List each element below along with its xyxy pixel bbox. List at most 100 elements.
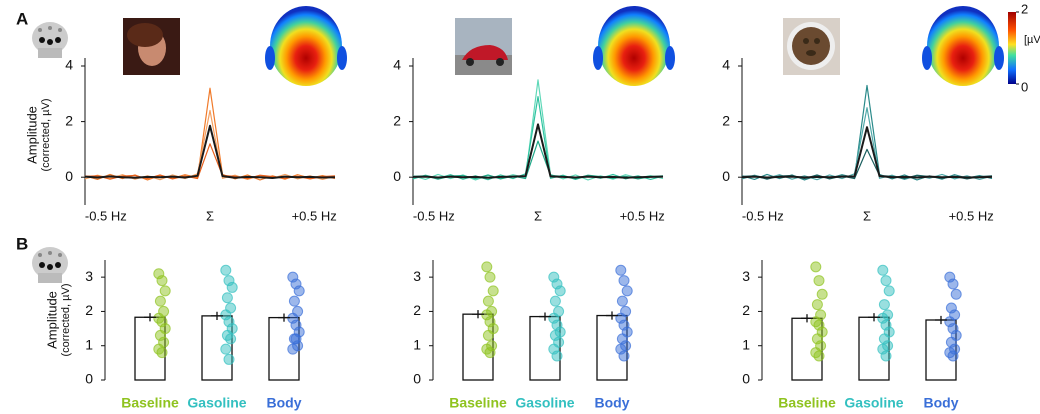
y-axis-label: Amplitude bbox=[24, 106, 39, 164]
figure: [µV] A B 02024Amplitude(corrected, µV)-0… bbox=[0, 0, 1040, 414]
data-point bbox=[951, 289, 961, 299]
x-tick-label: Gasoline bbox=[187, 395, 246, 411]
x-tick-label: +0.5 Hz bbox=[949, 208, 994, 223]
x-tick-label: Body bbox=[267, 395, 302, 411]
data-point bbox=[157, 348, 167, 358]
data-point bbox=[291, 334, 301, 344]
head-icon bbox=[32, 247, 68, 283]
data-point bbox=[881, 276, 891, 286]
data-point bbox=[226, 334, 236, 344]
data-point bbox=[552, 351, 562, 361]
data-point bbox=[814, 351, 824, 361]
y-tick-label: 4 bbox=[65, 57, 73, 73]
y-tick-label: 3 bbox=[742, 268, 750, 284]
data-point bbox=[878, 265, 888, 275]
head-icon bbox=[32, 22, 68, 58]
x-tick-label: -0.5 Hz bbox=[742, 208, 784, 223]
y-tick-label: 4 bbox=[393, 57, 401, 73]
data-point bbox=[294, 286, 304, 296]
line-series bbox=[413, 80, 663, 180]
line-series bbox=[742, 127, 992, 177]
photo-face bbox=[123, 18, 180, 75]
data-point bbox=[224, 354, 234, 364]
scalp-map bbox=[265, 6, 347, 86]
data-point bbox=[482, 262, 492, 272]
y-tick-label: 4 bbox=[722, 57, 730, 73]
x-tick-label: Body bbox=[595, 395, 630, 411]
photo-coffee bbox=[783, 18, 840, 75]
data-point bbox=[619, 276, 629, 286]
data-point bbox=[814, 276, 824, 286]
y-tick-label: 1 bbox=[413, 336, 421, 352]
data-point bbox=[881, 351, 891, 361]
y-tick-label: 1 bbox=[85, 336, 93, 352]
y-tick-label: 2 bbox=[413, 302, 421, 318]
data-point bbox=[483, 330, 493, 340]
colorbar-tick-label: 2 bbox=[1021, 1, 1028, 16]
data-point bbox=[485, 348, 495, 358]
data-point bbox=[812, 300, 822, 310]
data-point bbox=[288, 344, 298, 354]
y-tick-label: 3 bbox=[413, 268, 421, 284]
data-point bbox=[160, 286, 170, 296]
colorbar-label: [µV] bbox=[1024, 34, 1040, 46]
y-tick-label: 0 bbox=[722, 168, 730, 184]
data-point bbox=[289, 296, 299, 306]
y-axis-label: Amplitude bbox=[44, 291, 59, 349]
data-point bbox=[483, 296, 493, 306]
y-tick-label: 0 bbox=[413, 371, 421, 387]
x-tick-label: Gasoline bbox=[515, 395, 574, 411]
line-series bbox=[742, 85, 992, 180]
panel-label: B bbox=[16, 234, 28, 253]
y-tick-label: 2 bbox=[85, 302, 93, 318]
x-tick-label: -0.5 Hz bbox=[85, 208, 127, 223]
x-tick-label: +0.5 Hz bbox=[292, 208, 337, 223]
data-point bbox=[550, 296, 560, 306]
data-point bbox=[488, 286, 498, 296]
panel-label: A bbox=[16, 9, 28, 28]
x-tick-label: -0.5 Hz bbox=[413, 208, 455, 223]
data-point bbox=[622, 286, 632, 296]
line-series bbox=[85, 144, 335, 179]
line-series bbox=[742, 108, 992, 180]
data-point bbox=[616, 265, 626, 275]
y-tick-label: 2 bbox=[393, 112, 401, 128]
y-tick-label: 3 bbox=[85, 268, 93, 284]
x-tick-label: Body bbox=[924, 395, 959, 411]
scalp-map bbox=[593, 6, 675, 86]
x-tick-label: Baseline bbox=[449, 395, 507, 411]
data-point bbox=[617, 296, 627, 306]
x-tick-label: Baseline bbox=[778, 395, 836, 411]
page: [µV] A B 02024Amplitude(corrected, µV)-0… bbox=[0, 0, 1040, 414]
y-tick-label: 0 bbox=[393, 168, 401, 184]
data-point bbox=[157, 276, 167, 286]
y-tick-label: 0 bbox=[742, 371, 750, 387]
y-axis-label: (corrected, µV) bbox=[60, 284, 72, 357]
data-point bbox=[948, 279, 958, 289]
y-tick-label: 2 bbox=[65, 112, 73, 128]
colorbar bbox=[1008, 12, 1016, 84]
x-tick-label: Σ bbox=[206, 208, 214, 223]
data-point bbox=[619, 351, 629, 361]
x-tick-label: +0.5 Hz bbox=[620, 208, 665, 223]
data-point bbox=[948, 351, 958, 361]
line-series bbox=[85, 88, 335, 180]
data-point bbox=[221, 265, 231, 275]
data-point bbox=[227, 282, 237, 292]
y-tick-label: 2 bbox=[722, 112, 730, 128]
data-point bbox=[222, 293, 232, 303]
y-tick-label: 0 bbox=[85, 371, 93, 387]
data-point bbox=[811, 262, 821, 272]
y-axis-label: (corrected, µV) bbox=[40, 99, 52, 172]
x-tick-label: Gasoline bbox=[844, 395, 903, 411]
y-tick-label: 2 bbox=[742, 302, 750, 318]
y-tick-label: 0 bbox=[65, 168, 73, 184]
line-series bbox=[413, 124, 663, 177]
line-series bbox=[413, 141, 663, 179]
x-tick-label: Σ bbox=[863, 208, 871, 223]
data-point bbox=[155, 296, 165, 306]
x-tick-label: Σ bbox=[534, 208, 542, 223]
data-point bbox=[884, 286, 894, 296]
data-point bbox=[485, 272, 495, 282]
line-series bbox=[413, 97, 663, 180]
